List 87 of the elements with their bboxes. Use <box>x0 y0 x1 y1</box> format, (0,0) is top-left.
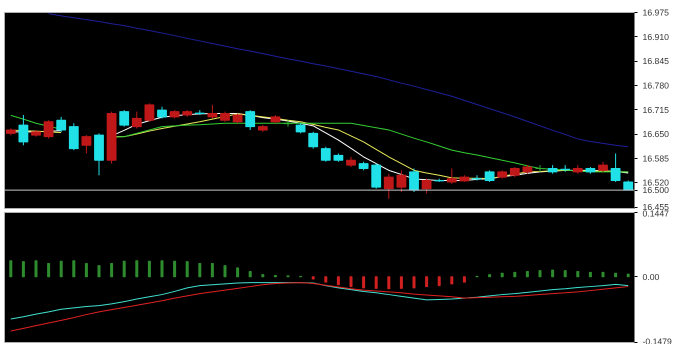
candlestick <box>68 122 79 151</box>
bar <box>236 267 240 278</box>
candlestick <box>207 104 218 119</box>
y-tick-label: 16.975 <box>642 8 670 18</box>
candlestick <box>308 131 318 150</box>
candlestick <box>598 161 608 172</box>
bar <box>362 276 366 288</box>
bar <box>160 260 164 278</box>
bar <box>173 260 176 278</box>
bar <box>22 261 25 278</box>
ref-line-label: 16.500 <box>642 185 670 196</box>
y-tick-label: 0.00 <box>642 272 660 282</box>
bar <box>9 260 12 278</box>
candlestick <box>132 111 142 129</box>
y-tick-label: 16.780 <box>642 80 670 90</box>
candlestick <box>18 114 28 146</box>
candlestick <box>245 110 256 130</box>
bar <box>588 272 592 278</box>
candlestick <box>610 153 621 182</box>
bar <box>47 262 50 278</box>
candlestick <box>510 166 520 178</box>
y-tick-label: 16.845 <box>642 56 670 66</box>
y-tick-label: 0.1447 <box>642 208 670 218</box>
bar <box>186 261 189 278</box>
bar <box>135 260 138 278</box>
y-tick-label: 16.910 <box>642 32 670 42</box>
bar <box>526 270 529 278</box>
bar <box>576 270 580 278</box>
candlestick <box>320 146 331 162</box>
bar <box>626 274 630 278</box>
candlestick <box>56 116 66 132</box>
bar <box>438 276 441 286</box>
candlestick <box>371 163 382 190</box>
candlestick <box>44 120 54 140</box>
bar <box>261 274 264 278</box>
candlestick <box>396 170 406 193</box>
bar <box>84 262 88 278</box>
bar <box>148 260 151 278</box>
bar <box>450 276 454 284</box>
bar <box>488 274 492 278</box>
bar <box>538 270 542 278</box>
candlestick <box>409 168 419 193</box>
bar <box>210 262 214 278</box>
candlestick <box>484 170 495 182</box>
candlestick <box>346 156 356 168</box>
line-series <box>10 282 629 332</box>
bar <box>72 260 76 278</box>
y-tick-label: 16.520 <box>642 178 670 188</box>
line-series <box>10 282 629 320</box>
bar <box>122 260 126 278</box>
candlestick <box>296 122 306 134</box>
bar <box>349 276 353 288</box>
candlestick <box>81 134 92 154</box>
candlestick <box>422 178 432 194</box>
candlestick <box>220 111 230 122</box>
bar <box>564 270 567 278</box>
y-tick-label: 16.715 <box>642 104 670 115</box>
candlestick <box>446 168 457 184</box>
candlestick <box>119 110 130 128</box>
bar <box>312 276 315 280</box>
bar <box>248 270 252 278</box>
y-tick-label: 16.585 <box>642 153 670 164</box>
candlestick <box>157 106 167 119</box>
bar <box>324 276 328 283</box>
bar <box>601 272 605 278</box>
bar <box>336 276 340 286</box>
bar <box>551 270 554 278</box>
bar <box>374 276 378 289</box>
candlestick <box>144 102 154 122</box>
candlestick <box>232 112 243 124</box>
bar <box>198 262 202 278</box>
y-tick-label: 16.650 <box>642 129 670 140</box>
bar <box>614 272 618 278</box>
bar <box>425 276 428 288</box>
bar <box>412 276 416 288</box>
line-series <box>48 13 629 148</box>
bar <box>60 260 63 278</box>
bar <box>400 276 403 289</box>
bar <box>97 265 101 278</box>
candlestick <box>384 173 394 200</box>
bar <box>110 262 114 278</box>
bar <box>500 272 504 278</box>
bar <box>223 265 227 278</box>
bar <box>387 276 390 290</box>
bar <box>513 272 516 278</box>
bar <box>462 276 466 283</box>
bar <box>34 260 38 278</box>
